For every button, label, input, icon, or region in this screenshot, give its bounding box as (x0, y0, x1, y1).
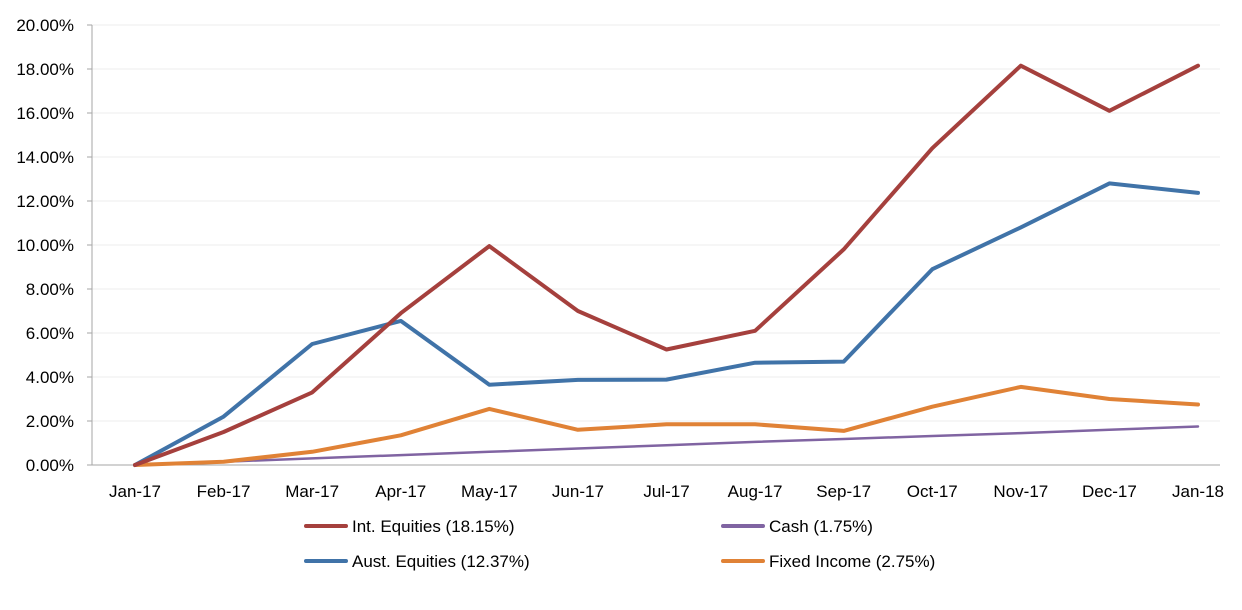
x-tick-label: Oct-17 (907, 482, 958, 501)
tick-labels: 0.00% 2.00% 4.00% 6.00% 8.00% 10.00% 12.00% 14.… (16, 16, 1224, 501)
gridlines (92, 24, 1220, 422)
series-line-fixed (133, 384, 1200, 467)
y-tick-label: 18.00% (16, 60, 74, 79)
series-line-cash (133, 425, 1200, 467)
y-tick-label: 14.00% (16, 148, 74, 167)
y-tick-label: 2.00% (26, 412, 74, 431)
y-tick-label: 8.00% (26, 280, 74, 299)
series-lines (133, 63, 1200, 467)
x-tick-label: Dec-17 (1082, 482, 1137, 501)
y-tick-label: 4.00% (26, 368, 74, 387)
x-tick-label: May-17 (461, 482, 518, 501)
y-tick-label: 0.00% (26, 456, 74, 475)
x-tick-label: Jun-17 (552, 482, 604, 501)
legend-label-aust: Aust. Equities (12.37%) (352, 552, 530, 571)
y-tick-label: 10.00% (16, 236, 74, 255)
x-tick-label: Sep-17 (816, 482, 871, 501)
axes (87, 24, 1220, 466)
x-tick-label: Apr-17 (375, 482, 426, 501)
y-tick-label: 12.00% (16, 192, 74, 211)
legend-label-int: Int. Equities (18.15%) (352, 517, 515, 536)
x-tick-label: Aug-17 (728, 482, 783, 501)
series-line-int (133, 63, 1200, 467)
legend-label-fixed: Fixed Income (2.75%) (769, 552, 935, 571)
x-tick-label: Feb-17 (197, 482, 251, 501)
legend: Int. Equities (18.15%) Cash (1.75%) Aust. … (304, 517, 935, 571)
x-tick-label: Jul-17 (643, 482, 689, 501)
x-tick-label: Jan-17 (109, 482, 161, 501)
x-tick-label: Mar-17 (285, 482, 339, 501)
x-tick-label: Nov-17 (993, 482, 1048, 501)
legend-label-cash: Cash (1.75%) (769, 517, 873, 536)
y-tick-label: 20.00% (16, 16, 74, 35)
series-line-aust (133, 181, 1200, 467)
x-tick-label: Jan-18 (1172, 482, 1224, 501)
y-tick-label: 6.00% (26, 324, 74, 343)
y-tick-label: 16.00% (16, 104, 74, 123)
